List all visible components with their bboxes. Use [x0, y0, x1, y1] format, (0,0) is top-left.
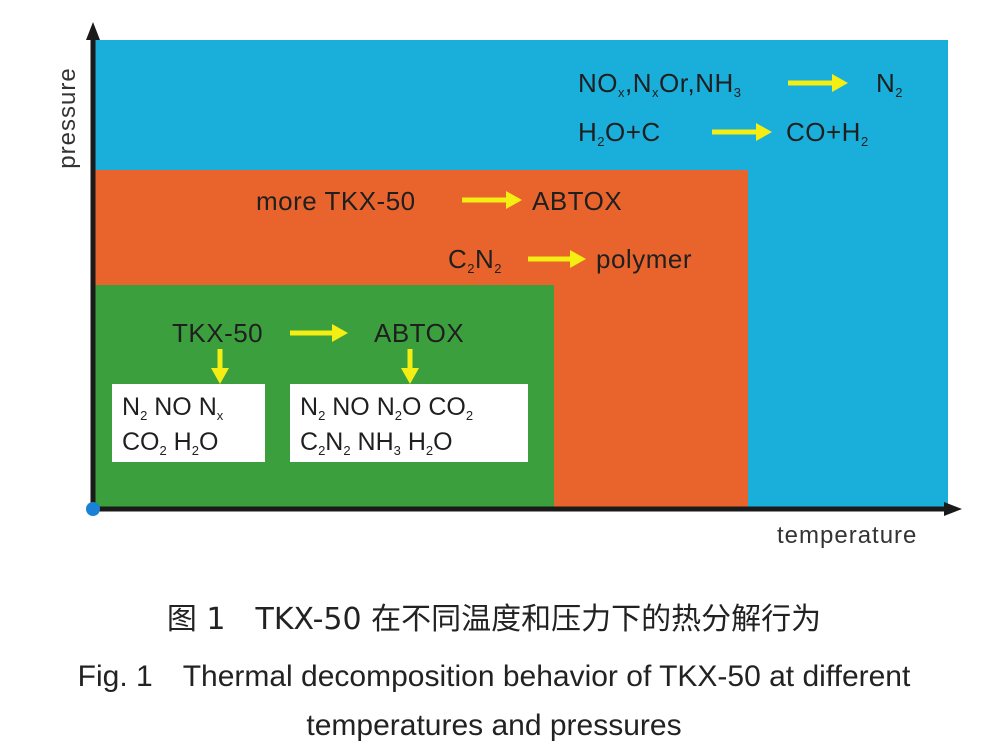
x-axis-arrowhead — [944, 502, 962, 516]
green-products-left-box — [112, 384, 265, 462]
caption-chinese: 图 1 TKX-50 在不同温度和压力下的热分解行为 — [166, 602, 822, 637]
green-products-left-line-1: N2 NO Nx — [122, 393, 224, 423]
green-products-left-line-2: CO2 H2O — [122, 428, 219, 458]
green-product: ABTOX — [374, 318, 465, 348]
arrow-blue-2-icon — [712, 123, 772, 141]
blue-reaction-1-product: N2 — [876, 68, 904, 100]
axes — [86, 22, 962, 516]
y-axis-arrowhead — [86, 22, 100, 40]
arrow-green-down-left-icon — [211, 349, 229, 384]
arrow-orange-1-icon — [462, 191, 522, 209]
reaction-arrows — [211, 74, 848, 384]
blue-reaction-2-reactants: H2O+C — [578, 117, 661, 149]
green-products-right-line-1: N2 NO N2O CO2 — [300, 393, 474, 423]
caption-english-line-1: Fig. 1 Thermal decomposition behavior of… — [77, 660, 911, 693]
arrow-orange-2-icon — [528, 250, 586, 268]
orange-reaction-2-reactant: C2N2 — [448, 244, 503, 276]
orange-reaction-2-product: polymer — [596, 244, 692, 274]
arrow-green-down-right-icon — [401, 349, 419, 384]
blue-reaction-2-product: CO+H2 — [786, 117, 869, 149]
arrow-blue-1-icon — [788, 74, 848, 92]
green-products-right-box — [290, 384, 528, 462]
blue-reaction-1-reactants: NOx,NxOr,NH3 — [578, 68, 742, 100]
x-axis-label: temperature — [777, 522, 918, 549]
caption-english-line-2: temperatures and pressures — [306, 709, 682, 742]
green-products-right-line-2: C2N2 NH3 H2O — [300, 428, 453, 458]
origin-dot — [86, 502, 100, 516]
orange-reaction-1-product: ABTOX — [532, 186, 623, 216]
orange-reaction-1-reactant: more TKX-50 — [256, 186, 416, 216]
arrow-green-right-icon — [290, 324, 348, 342]
green-reactant: TKX-50 — [172, 318, 264, 348]
